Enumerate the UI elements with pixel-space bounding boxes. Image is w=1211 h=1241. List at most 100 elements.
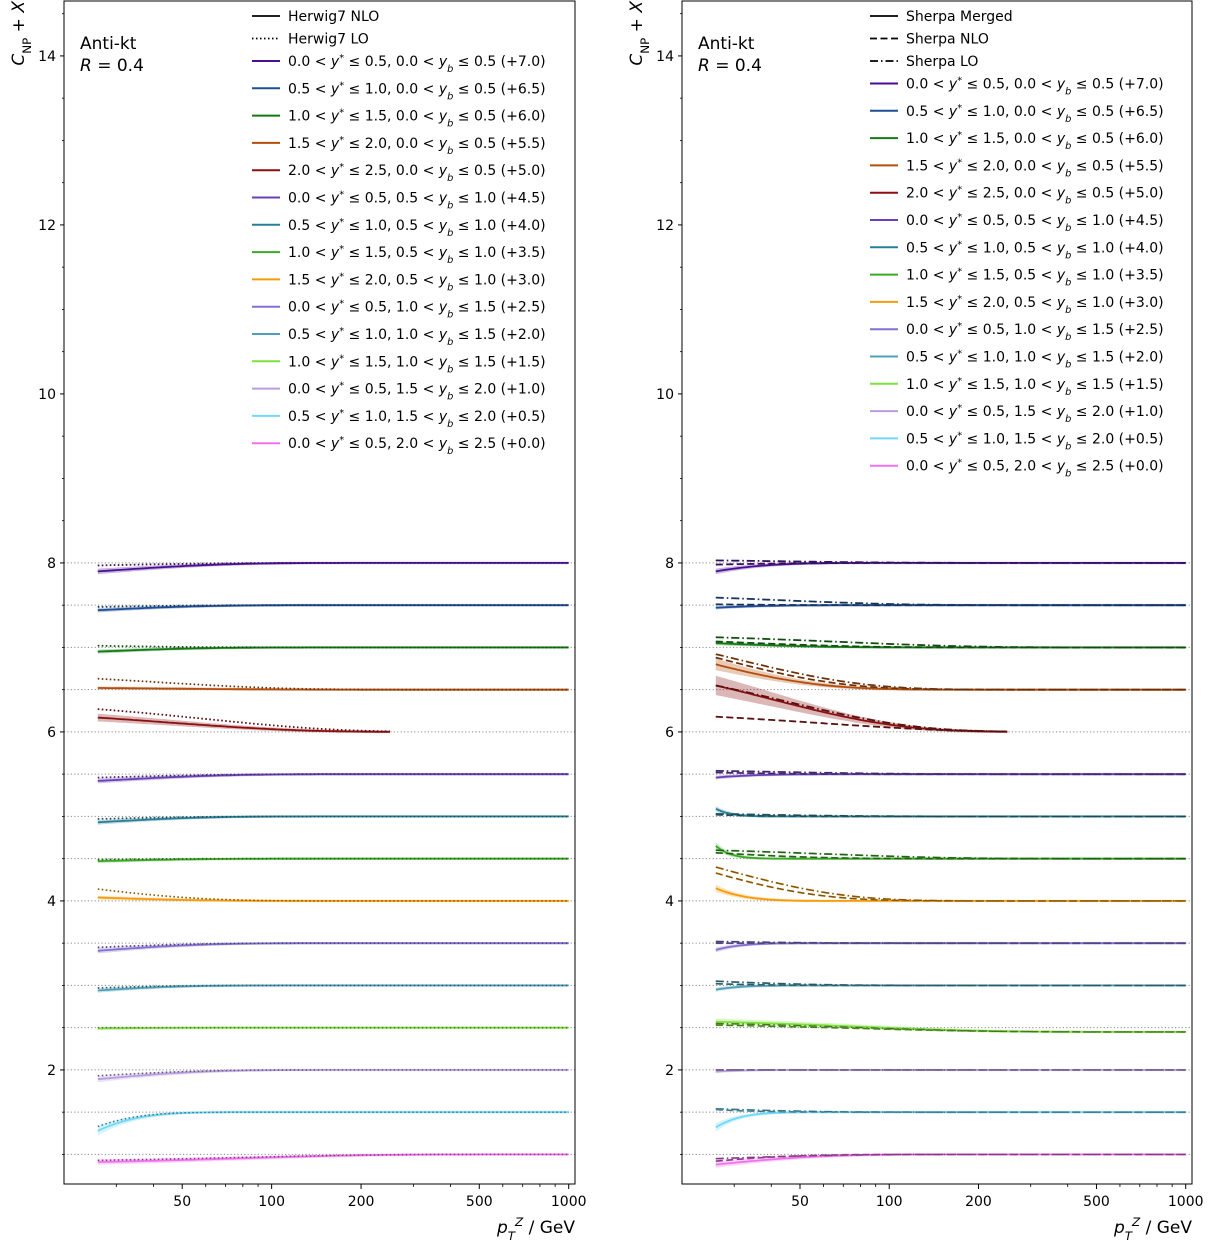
series-line-style [97, 1153, 569, 1161]
y-tick-label: 12 [38, 218, 56, 234]
x-tick-label: 200 [965, 1194, 992, 1210]
legend-series-label: 0.5 < y* ≤ 1.0, 0.5 < yb ≤ 1.0 (+4.0) [906, 239, 1164, 261]
series-line-style [715, 596, 1186, 606]
series-line-style [97, 645, 569, 649]
series-line-style [715, 940, 1186, 944]
y-tick-label: 10 [38, 387, 56, 403]
x-tick-label: 1000 [551, 1194, 587, 1210]
y-axis-title: CNP + X [9, 1, 34, 66]
series-line-style [97, 888, 569, 902]
legend-series-label: 1.0 < y* ≤ 1.5, 0.0 < yb ≤ 0.5 (+6.0) [906, 130, 1164, 152]
legend-series-label: 0.0 < y* ≤ 0.5, 0.0 < yb ≤ 0.5 (+7.0) [906, 75, 1164, 97]
y-tick-label: 12 [656, 218, 674, 234]
legend-series-label: 1.5 < y* ≤ 2.0, 0.5 < yb ≤ 1.0 (+3.0) [288, 271, 546, 293]
legend-series-label: 0.0 < y* ≤ 0.5, 1.0 < yb ≤ 1.5 (+2.5) [288, 298, 546, 320]
series-line-style [97, 562, 569, 567]
series-line-style [715, 866, 1186, 902]
x-axis-title: pTZ / GeV [496, 1215, 575, 1241]
series-line-style [715, 770, 1186, 775]
legend-series-label: 2.0 < y* ≤ 2.5, 0.0 < yb ≤ 0.5 (+5.0) [288, 162, 546, 184]
legend-series-label: 0.0 < y* ≤ 0.5, 0.5 < yb ≤ 1.0 (+4.5) [906, 212, 1164, 234]
x-tick-label: 500 [466, 1194, 493, 1210]
legend-series-label: 1.5 < y* ≤ 2.0, 0.0 < yb ≤ 0.5 (+5.5) [906, 157, 1164, 179]
uncertainty-band [97, 1110, 569, 1136]
legend-series-label: 0.0 < y* ≤ 0.5, 2.0 < yb ≤ 2.5 (+0.0) [906, 457, 1164, 479]
x-axis-title: pTZ / GeV [1113, 1215, 1192, 1241]
x-tick-label: 100 [876, 1194, 903, 1210]
legend-style-label: Sherpa Merged [906, 9, 1013, 25]
legend-style-label: Sherpa LO [906, 54, 978, 70]
axes-frame [681, 0, 1193, 1185]
series-line-style [715, 653, 1186, 691]
plot-area [682, 559, 1192, 1168]
y-tick-label: 2 [47, 1063, 56, 1079]
legend: Herwig7 NLO Herwig7 LO 0.0 < y* ≤ 0.5, 0.0… [252, 9, 546, 457]
legend-series-label: 0.0 < y* ≤ 0.5, 0.0 < yb ≤ 0.5 (+7.0) [288, 53, 546, 75]
series-line-style [97, 604, 569, 608]
x-tick-label: 500 [1083, 1194, 1110, 1210]
legend-series-label: 0.5 < y* ≤ 1.0, 1.5 < yb ≤ 2.0 (+0.5) [288, 407, 546, 429]
chart-panel-left: 2 4 6 8 10 12 14 50 100 200 500 1000 pTZ / GeV CNP + … [9, 0, 587, 1241]
series-line-style [715, 980, 1186, 987]
legend-series-label: 1.0 < y* ≤ 1.5, 0.0 < yb ≤ 0.5 (+6.0) [288, 107, 546, 129]
chart-panel-right: 2 4 6 8 10 12 14 50 100 200 500 1000 pTZ / GeV CNP + … [627, 0, 1204, 1241]
y-tick-label: 4 [47, 894, 56, 910]
series-line-style [97, 858, 569, 861]
y-tick-label: 2 [665, 1063, 674, 1079]
y-tick-label: 14 [656, 49, 674, 65]
legend: Sherpa Merged Sherpa NLO Sherpa LO 0.0 < y*… [870, 9, 1164, 479]
legend-series-label: 0.5 < y* ≤ 1.0, 0.0 < yb ≤ 0.5 (+6.5) [906, 102, 1164, 124]
legend-series-label: 1.0 < y* ≤ 1.5, 0.5 < yb ≤ 1.0 (+3.5) [906, 266, 1164, 288]
x-tick-label: 50 [173, 1194, 191, 1210]
series-line-style [715, 849, 1186, 860]
legend-style-label: Herwig7 LO [288, 32, 369, 48]
x-tick-label: 1000 [1168, 1194, 1204, 1210]
legend-series-label: 0.5 < y* ≤ 1.0, 1.0 < yb ≤ 1.5 (+2.0) [906, 348, 1164, 370]
legend-series-label: 1.5 < y* ≤ 2.0, 0.5 < yb ≤ 1.0 (+3.0) [906, 293, 1164, 315]
algorithm-label: Anti-kt [698, 34, 755, 54]
legend-series-label: 1.5 < y* ≤ 2.0, 0.0 < yb ≤ 0.5 (+5.5) [288, 134, 546, 156]
legend-series-label: 0.0 < y* ≤ 0.5, 0.5 < yb ≤ 1.0 (+4.5) [288, 189, 546, 211]
y-tick-label: 6 [47, 725, 56, 741]
legend-series-label: 0.5 < y* ≤ 1.0, 1.5 < yb ≤ 2.0 (+0.5) [906, 430, 1164, 452]
y-tick-label: 8 [47, 556, 56, 572]
series-line-style [97, 708, 390, 733]
radius-label: R = 0.4 [80, 56, 144, 76]
series-line-style [715, 1108, 1186, 1113]
y-tick-label: 4 [665, 894, 674, 910]
legend-series-label: 0.0 < y* ≤ 0.5, 1.5 < yb ≤ 2.0 (+1.0) [906, 403, 1164, 425]
series-line-style [97, 773, 569, 779]
y-axis-title: CNP + X [627, 1, 652, 66]
series-line-style [97, 984, 569, 989]
series-line-style [97, 1111, 569, 1128]
legend-series-label: 0.5 < y* ≤ 1.0, 1.0 < yb ≤ 1.5 (+2.0) [288, 326, 546, 348]
uncertainty-band [715, 675, 1008, 734]
legend-series-label: 0.0 < y* ≤ 0.5, 1.5 < yb ≤ 2.0 (+1.0) [288, 380, 546, 402]
series-line-style [715, 684, 1008, 733]
series-line-style [715, 636, 1186, 649]
series-line-style [97, 942, 569, 949]
axes-frame [63, 0, 576, 1185]
legend-style-label: Herwig7 NLO [288, 9, 379, 25]
legend-style-label: Sherpa NLO [906, 32, 989, 48]
legend-series-label: 1.0 < y* ≤ 1.5, 1.0 < yb ≤ 1.5 (+1.5) [906, 375, 1164, 397]
series-line-style [715, 1022, 1186, 1033]
algorithm-label: Anti-kt [80, 34, 137, 54]
series-line-style [97, 1069, 569, 1077]
series-line-style [715, 716, 1008, 733]
series-line-style [715, 559, 1186, 564]
legend-series-label: 0.0 < y* ≤ 0.5, 2.0 < yb ≤ 2.5 (+0.0) [288, 435, 546, 457]
legend-series-label: 0.5 < y* ≤ 1.0, 0.0 < yb ≤ 0.5 (+6.5) [288, 80, 546, 102]
y-tick-label: 6 [665, 725, 674, 741]
legend-series-label: 1.0 < y* ≤ 1.5, 1.0 < yb ≤ 1.5 (+1.5) [288, 353, 546, 375]
x-tick-label: 100 [258, 1194, 285, 1210]
y-tick-label: 10 [656, 387, 674, 403]
legend-series-label: 0.5 < y* ≤ 1.0, 0.5 < yb ≤ 1.0 (+4.0) [288, 216, 546, 238]
legend-series-label: 2.0 < y* ≤ 2.5, 0.0 < yb ≤ 0.5 (+5.0) [906, 184, 1164, 206]
x-tick-label: 200 [348, 1194, 375, 1210]
series-line-style [97, 815, 569, 820]
series-line-style [97, 678, 569, 691]
series-line-style [715, 813, 1186, 818]
y-tick-label: 8 [665, 556, 674, 572]
x-tick-label: 50 [791, 1194, 809, 1210]
